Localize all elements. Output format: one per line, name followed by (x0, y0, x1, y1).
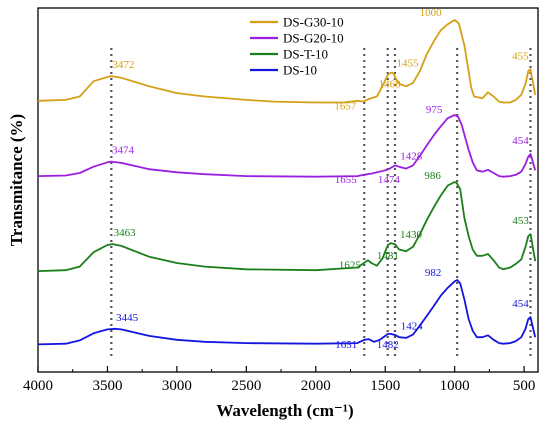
x-tick-label: 3000 (162, 378, 192, 394)
x-tick-label: 1500 (370, 378, 400, 394)
legend-label: DS-T-10 (283, 47, 328, 62)
peak-label: 3474 (112, 145, 135, 157)
peak-label: 1655 (335, 174, 358, 186)
x-tick-label: 1000 (440, 378, 470, 394)
legend-label: DS-G30-10 (283, 15, 344, 30)
x-axis-title: Wavelength (cm⁻¹) (216, 401, 353, 420)
peak-label: 454 (512, 298, 529, 310)
peak-label: 3445 (116, 312, 139, 324)
peak-label: 1651 (335, 339, 357, 351)
peak-label: 1474 (378, 174, 401, 186)
y-axis-title: Transmitance (%) (7, 114, 26, 246)
peak-label: 454 (512, 135, 529, 147)
x-tick-label: 4000 (23, 378, 53, 394)
peak-label: 1428 (400, 150, 423, 162)
peak-label: 1481 (377, 250, 399, 262)
peak-label: 1430 (400, 229, 423, 241)
plot-frame (37, 7, 539, 373)
peak-label: 1468 (379, 79, 402, 91)
peak-label: 975 (426, 104, 443, 116)
legend-label: DS-G20-10 (283, 31, 344, 46)
peak-label: 982 (425, 267, 442, 279)
peak-label: 1625 (339, 259, 362, 271)
series-line-2 (37, 181, 537, 272)
peak-label: 3472 (112, 59, 134, 71)
peak-label: 1424 (401, 320, 424, 332)
series-line-1 (37, 114, 537, 178)
x-tick-label: 500 (513, 378, 536, 394)
x-tick-label: 2000 (301, 378, 331, 394)
peak-label: 1455 (396, 58, 419, 70)
x-tick-label: 3500 (92, 378, 122, 394)
legend-label: DS-10 (283, 63, 317, 78)
peak-label: 3463 (114, 227, 137, 239)
peak-label: 986 (424, 170, 441, 182)
peak-label: 453 (512, 215, 529, 227)
series-line-3 (37, 279, 537, 346)
peak-label: 1000 (420, 7, 443, 19)
peak-label: 1657 (334, 101, 357, 113)
plot-area: 4000 3500 3000 2500 2000 1500 1000 500 3472 1657 1… (23, 7, 539, 394)
peak-label: 1482 (377, 339, 399, 351)
series-line-0 (37, 19, 537, 104)
peak-label: 455 (512, 50, 529, 62)
x-tick-label: 2500 (231, 378, 261, 394)
